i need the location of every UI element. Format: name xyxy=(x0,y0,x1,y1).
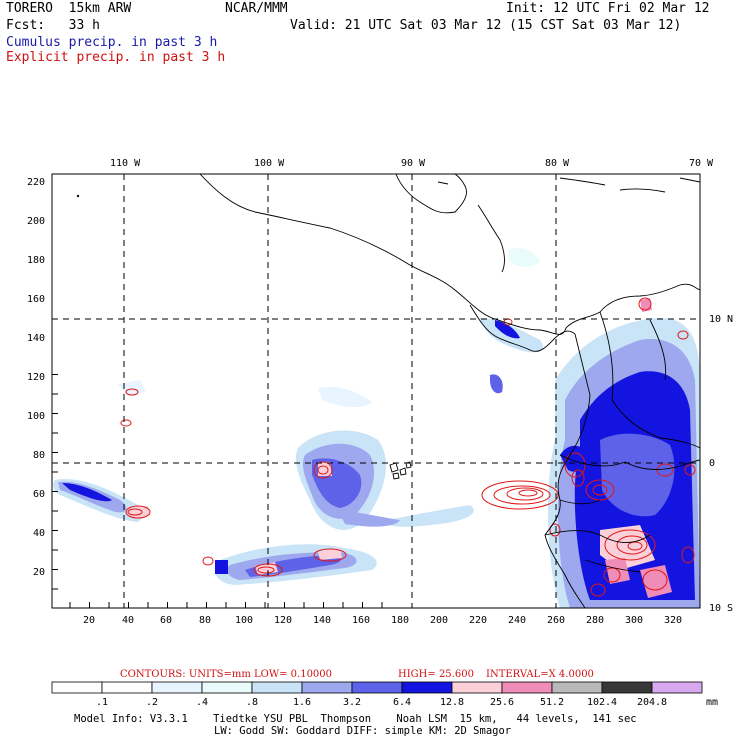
x-tick-label: 240 xyxy=(508,615,526,626)
colorbar xyxy=(51,681,703,694)
y-tick-label: 40 xyxy=(33,528,45,539)
contour-high: HIGH= 25.600 xyxy=(398,669,474,680)
colorbar-swatch xyxy=(451,681,503,694)
x-tick-label: 300 xyxy=(625,615,643,626)
colorbar-label: 204.8 xyxy=(637,697,667,708)
forecast-hour: Fcst: 33 h xyxy=(6,18,100,33)
y-tick-label: 20 xyxy=(33,567,45,578)
y-tick-label: 100 xyxy=(27,411,45,422)
latitude-labels: 10 N 0 10 S xyxy=(709,314,733,614)
precip-fields xyxy=(53,174,700,608)
y-tick-label: 140 xyxy=(27,333,45,344)
colorbar-unit: mm xyxy=(706,697,718,708)
x-tick-label: 140 xyxy=(313,615,331,626)
lon-label-90w: 90 W xyxy=(401,158,426,169)
contour-interval: INTERVAL=X 4.0000 xyxy=(486,669,594,680)
colorbar-swatch xyxy=(351,681,403,694)
colorbar-swatch xyxy=(401,681,453,694)
y-tick-label: 160 xyxy=(27,294,45,305)
contour-caption: CONTOURS: UNITS=mm LOW= 0.10000 HIGH= 25… xyxy=(120,669,594,680)
x-tick-label: 120 xyxy=(274,615,292,626)
model-title: TORERO 15km ARW xyxy=(6,1,132,16)
colorbar-swatch xyxy=(151,681,203,694)
x-tick-label: 160 xyxy=(352,615,370,626)
y-tick-label: 220 xyxy=(27,177,45,188)
colorbar-label: 102.4 xyxy=(587,697,617,708)
lat-label-10n: 10 N xyxy=(709,314,733,325)
x-tick-label: 60 xyxy=(160,615,172,626)
model-info: Model Info: V3.3.1 Tiedtke YSU PBL Thomp… xyxy=(74,713,637,725)
coastlines xyxy=(76,174,700,608)
colorbar-label: 25.6 xyxy=(490,697,514,708)
lat-label-0: 0 xyxy=(709,458,715,469)
y-tick-label: 80 xyxy=(33,450,45,461)
colorbar-swatch xyxy=(51,681,103,694)
colorbar-swatch xyxy=(251,681,303,694)
colorbar-swatch xyxy=(551,681,603,694)
x-tick-label: 280 xyxy=(586,615,604,626)
y-tick-label: 180 xyxy=(27,255,45,266)
colorbar-label: .2 xyxy=(146,697,158,708)
organization-label: NCAR/MMM xyxy=(225,1,288,16)
y-tick-label: 200 xyxy=(27,216,45,227)
x-tick-label: 180 xyxy=(391,615,409,626)
colorbar-label: .1 xyxy=(96,697,108,708)
intense-precip-shading xyxy=(128,298,672,598)
colorbar-label: 12.8 xyxy=(440,697,464,708)
longitude-labels: 110 W 100 W 90 W 80 W 70 W xyxy=(110,158,714,169)
cumulus-precip-label: Cumulus precip. in past 3 h xyxy=(6,35,218,50)
x-axis-labels: 20 40 60 80 100 120 140 160 180 200 220 … xyxy=(83,615,682,626)
valid-time: Valid: 21 UTC Sat 03 Mar 12 (15 CST Sat … xyxy=(290,18,682,33)
explicit-precip-label: Explicit precip. in past 3 h xyxy=(6,50,226,65)
lon-label-100w: 100 W xyxy=(254,158,285,169)
y-tick-label: 120 xyxy=(27,372,45,383)
colorbar-label: 3.2 xyxy=(343,697,361,708)
colorbar-labels: .1 .2 .4 .8 1.6 3.2 6.4 12.8 25.6 51.2 1… xyxy=(96,697,718,708)
contour-units-low: CONTOURS: UNITS=mm LOW= 0.10000 xyxy=(120,669,332,680)
colorbar-swatch xyxy=(101,681,153,694)
x-tick-label: 260 xyxy=(547,615,565,626)
lon-label-110w: 110 W xyxy=(110,158,141,169)
map-frame xyxy=(51,173,701,609)
colorbar-label: 6.4 xyxy=(393,697,411,708)
x-tick-label: 80 xyxy=(199,615,211,626)
x-tick-label: 100 xyxy=(235,615,253,626)
lon-label-80w: 80 W xyxy=(545,158,570,169)
lat-label-10s: 10 S xyxy=(709,603,733,614)
colorbar-label: .4 xyxy=(196,697,208,708)
x-tick-label: 40 xyxy=(122,615,134,626)
y-axis-labels: 20 40 60 80 100 120 140 160 180 200 220 xyxy=(27,177,45,578)
colorbar-swatch xyxy=(501,681,553,694)
colorbar-label: 1.6 xyxy=(293,697,311,708)
x-tick-label: 220 xyxy=(469,615,487,626)
y-tick-label: 60 xyxy=(33,489,45,500)
colorbar-label: 51.2 xyxy=(540,697,564,708)
colorbar-swatch xyxy=(301,681,353,694)
x-tick-label: 200 xyxy=(430,615,448,626)
colorbar-swatch xyxy=(651,681,703,694)
physics-info: LW: Godd SW: Goddard DIFF: simple KM: 2D… xyxy=(214,725,512,737)
x-tick-label: 20 xyxy=(83,615,95,626)
init-time: Init: 12 UTC Fri 02 Mar 12 xyxy=(506,1,710,16)
colorbar-label: .8 xyxy=(246,697,258,708)
axis-tick-marks xyxy=(52,374,383,608)
x-tick-label: 320 xyxy=(664,615,682,626)
colorbar-swatch xyxy=(201,681,253,694)
lat-lon-gridlines xyxy=(52,174,700,608)
lon-label-70w: 70 W xyxy=(689,158,714,169)
colorbar-swatch xyxy=(601,681,653,694)
